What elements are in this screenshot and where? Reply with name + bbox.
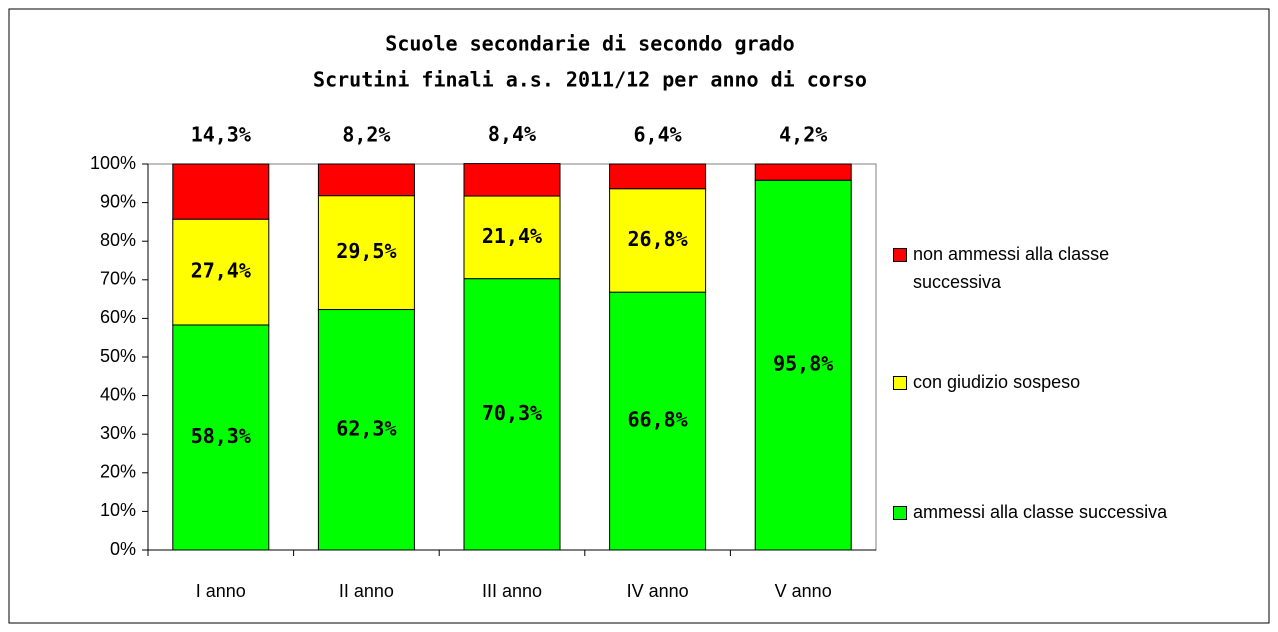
y-tick-label: 100% [90,153,136,173]
legend-item: con giudizio sospeso [893,368,1273,396]
y-tick-label: 90% [100,191,136,211]
x-tick-label: IV anno [627,581,689,601]
bar-segment [463,195,561,280]
y-tick-label: 50% [100,346,136,366]
value-label: 29,5% [336,239,396,263]
bar-segment [317,195,415,311]
value-label: 21,4% [482,224,542,248]
legend-item: non ammessi alla classe successiva [893,240,1193,296]
legend-swatch [893,506,907,520]
legend-swatch [893,376,907,390]
bar-segment [317,163,415,197]
value-label: 27,4% [191,259,251,283]
value-label: 14,3% [191,123,251,147]
x-tick-label: II anno [339,581,394,601]
legend-label: non ammessi alla classe successiva [913,244,1110,292]
x-tick-label: III anno [482,581,542,601]
value-label: 62,3% [336,416,396,440]
bar-segment [609,291,707,551]
bar-segment [172,218,270,326]
bar-segment [609,163,707,190]
value-label: 4,2% [779,123,827,147]
value-label: 66,8% [627,408,687,432]
legend-label: ammessi alla classe successiva [913,502,1168,522]
bar-segment [172,163,270,220]
bar-segment [754,163,852,181]
value-label: 58,3% [191,424,251,448]
value-label: 26,8% [627,227,687,251]
legend-swatch [893,248,907,262]
y-tick-label: 30% [100,423,136,443]
value-label: 70,3% [482,401,542,425]
chart-title: Scuole secondarie di secondo grado [385,32,794,56]
x-tick-label: I anno [196,581,246,601]
bar-segment [754,179,852,551]
y-tick-label: 80% [100,230,136,250]
y-tick-label: 20% [100,462,136,482]
value-label: 8,4% [488,122,536,146]
value-label: 8,2% [342,123,390,147]
x-tick-label: V anno [775,581,832,601]
value-label: 6,4% [634,123,682,147]
legend-item: ammessi alla classe successiva [893,498,1273,526]
bar-segment [463,278,561,551]
y-tick-label: 60% [100,307,136,327]
y-tick-label: 0% [110,539,136,559]
y-tick-label: 70% [100,269,136,289]
bar-segment [609,188,707,293]
bar-segment [172,324,270,551]
value-label: 95,8% [773,352,833,376]
bar-segment [317,309,415,551]
legend-label: con giudizio sospeso [913,372,1081,392]
y-tick-label: 10% [100,500,136,520]
chart-subtitle: Scrutini finali a.s. 2011/12 per anno di… [313,68,867,92]
y-tick-label: 40% [100,384,136,404]
bar-segment [463,163,561,197]
